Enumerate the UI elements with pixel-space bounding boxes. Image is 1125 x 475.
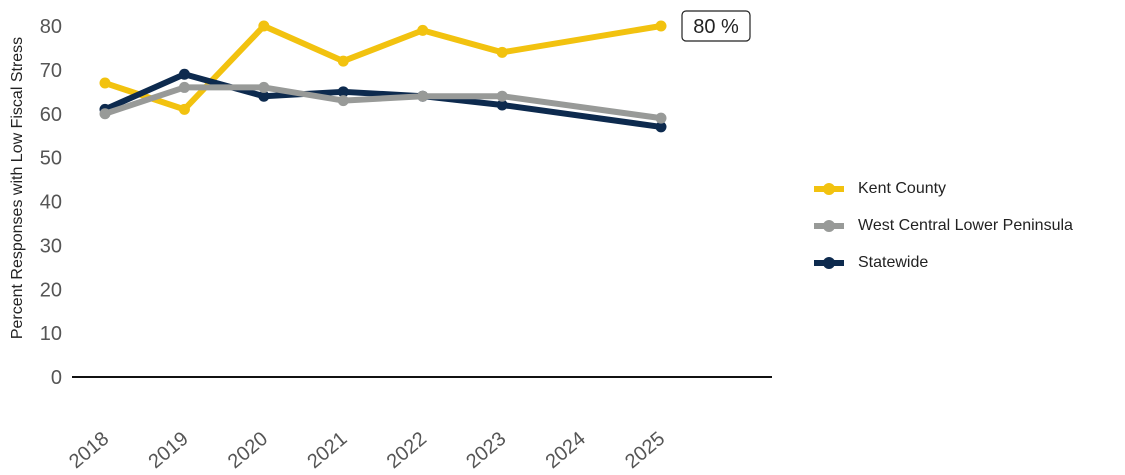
series-layer xyxy=(99,20,667,133)
y-axis-label: Percent Responses with Low Fiscal Stress xyxy=(9,37,26,339)
y-tick-label: 0 xyxy=(51,367,62,389)
series-point xyxy=(337,86,349,98)
legend-item: Kent County xyxy=(812,170,1073,207)
x-tick-label: 2023 xyxy=(462,428,510,473)
callout-text: 80 % xyxy=(693,16,739,38)
x-tick-label: 2018 xyxy=(65,428,113,473)
series-point xyxy=(258,20,270,32)
y-tick-label: 40 xyxy=(40,192,62,214)
value-callout: 80 % xyxy=(681,10,751,42)
y-tick-label: 20 xyxy=(40,279,62,301)
legend-swatch-marker xyxy=(823,219,835,232)
x-tick-label: 2025 xyxy=(621,428,669,473)
legend-swatch xyxy=(814,219,844,232)
legend-item: Statewide xyxy=(812,244,1073,281)
series-point xyxy=(337,95,349,107)
series-point xyxy=(417,90,429,102)
x-tick-label: 2021 xyxy=(303,428,351,473)
series-point xyxy=(178,103,190,115)
series-point xyxy=(417,24,429,36)
y-tick-label: 70 xyxy=(40,60,62,82)
y-tick-label: 10 xyxy=(40,323,62,345)
legend-swatch-marker xyxy=(823,182,835,195)
series-point xyxy=(496,46,508,58)
legend-label: Statewide xyxy=(858,253,929,271)
series-point xyxy=(337,55,349,67)
series-point xyxy=(99,77,111,89)
y-axis-ticks: 0 10 20 30 40 50 60 70 80 xyxy=(40,16,62,389)
series-point xyxy=(99,108,111,120)
legend-swatch-marker xyxy=(823,256,835,269)
legend-label: Kent County xyxy=(858,179,947,197)
legend-label: West Central Lower Peninsula xyxy=(858,216,1073,234)
series-point xyxy=(655,121,667,133)
y-tick-label: 80 xyxy=(40,16,62,38)
series-point xyxy=(496,99,508,111)
x-tick-label: 2022 xyxy=(383,428,431,473)
x-tick-label: 2020 xyxy=(224,428,272,473)
series-point xyxy=(258,90,270,102)
series-point xyxy=(178,81,190,93)
y-tick-label: 60 xyxy=(40,104,62,126)
series-point xyxy=(655,112,667,124)
x-tick-label: 2019 xyxy=(144,428,192,473)
x-axis-ticks: 2018 2019 2020 2021 2022 2023 2024 2025 xyxy=(65,428,669,473)
legend-item: West Central Lower Peninsula xyxy=(812,207,1073,244)
series-point xyxy=(655,20,667,32)
legend: Kent County West Central Lower Peninsula S… xyxy=(812,170,1073,281)
x-tick-label: 2024 xyxy=(542,428,590,473)
legend-swatch xyxy=(814,256,844,269)
legend-swatch xyxy=(814,182,844,195)
series-point xyxy=(178,68,190,80)
callout-box xyxy=(681,10,751,42)
series-point xyxy=(496,90,508,102)
series-point xyxy=(258,81,270,93)
y-tick-label: 50 xyxy=(40,148,62,170)
y-tick-label: 30 xyxy=(40,235,62,257)
